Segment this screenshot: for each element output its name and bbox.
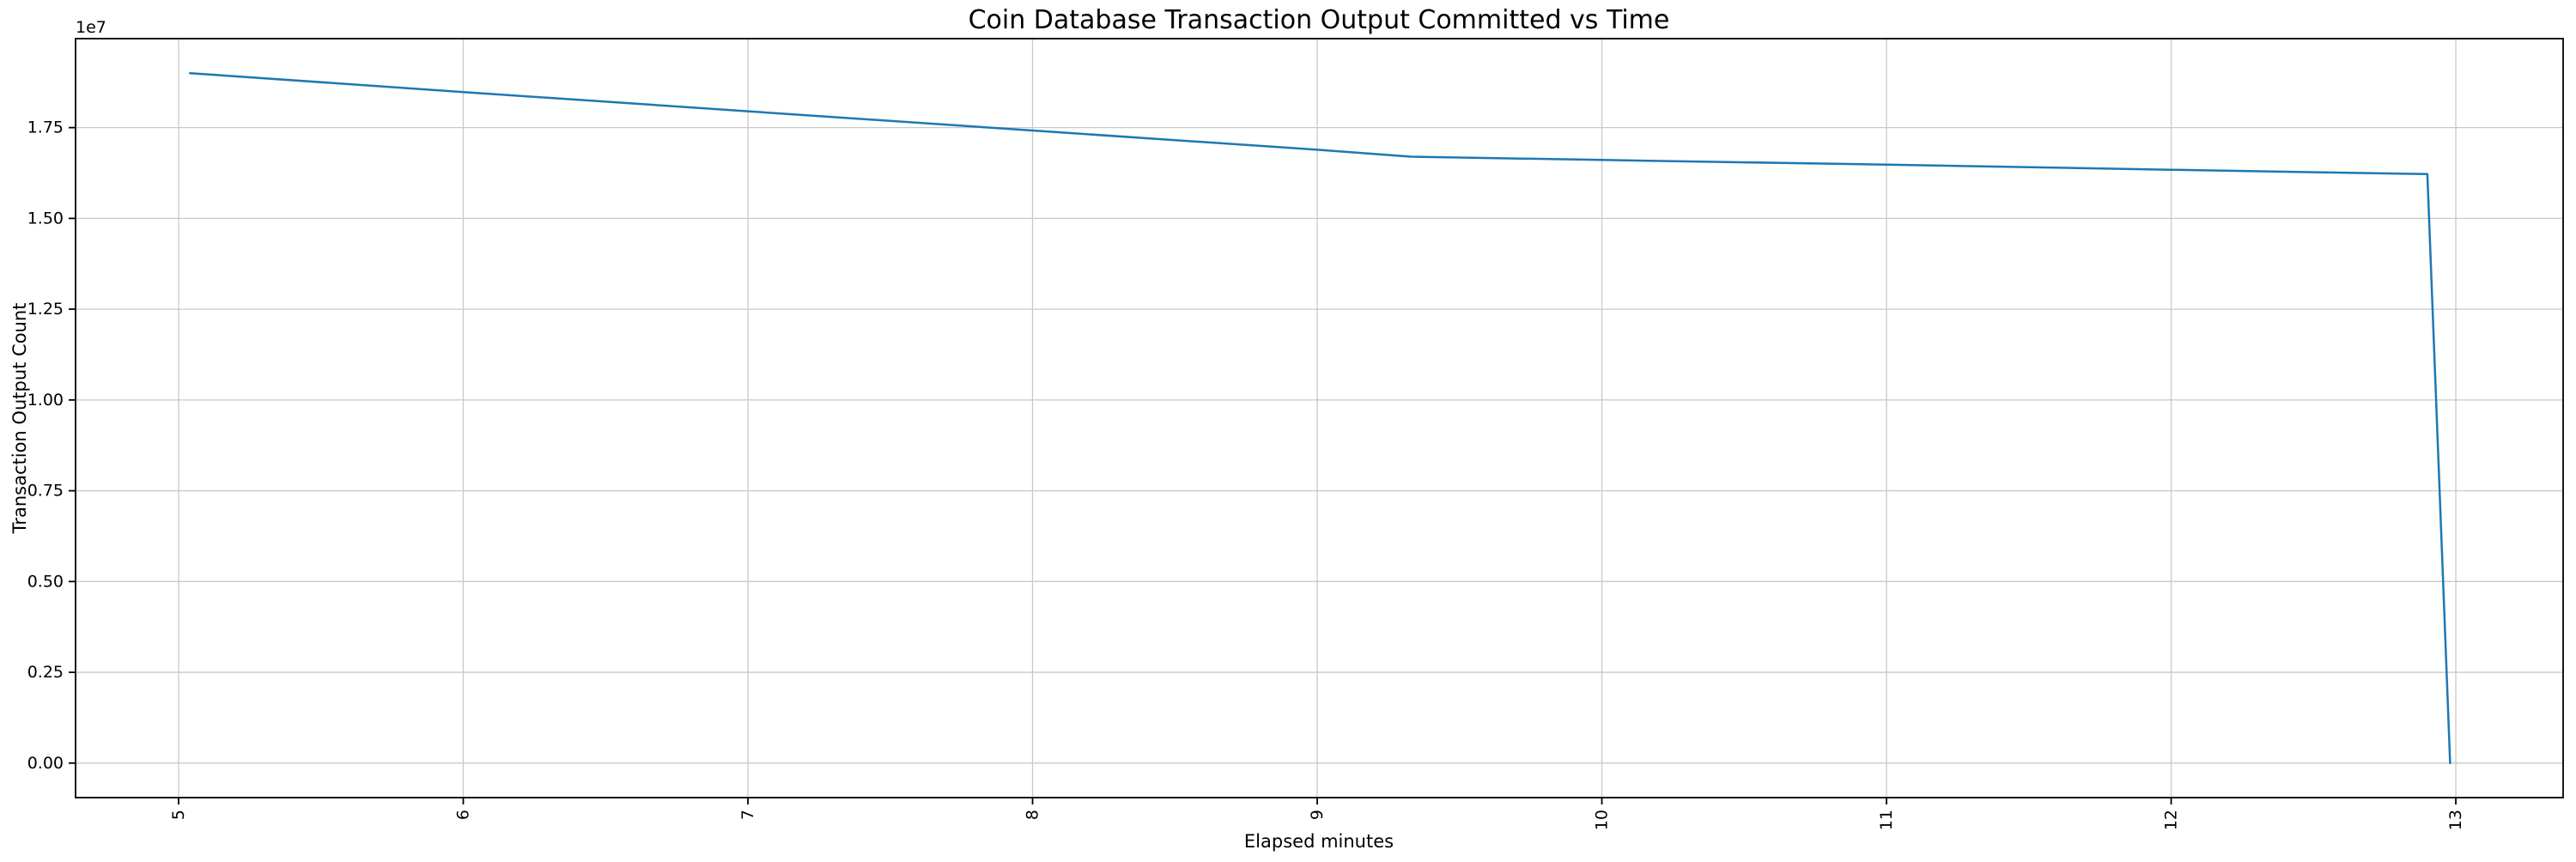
tick-marks — [69, 126, 2457, 804]
y-tick-label: 1.75 — [27, 118, 64, 137]
x-tick-label: 7 — [738, 810, 757, 820]
y-tick-label: 1.25 — [27, 300, 64, 319]
x-tick-label: 9 — [1308, 810, 1327, 820]
x-tick-label: 11 — [1877, 810, 1896, 830]
series-line-transaction-output-count — [189, 71, 2451, 765]
y-tick-label: 0.75 — [27, 482, 64, 501]
chart-title: Coin Database Transaction Output Committ… — [969, 5, 1670, 35]
y-tick-label: 0.25 — [27, 663, 64, 682]
x-tick-label: 12 — [2162, 810, 2181, 830]
y-tick-label: 1.50 — [27, 209, 64, 228]
gridlines — [76, 39, 2563, 798]
x-tick-label: 8 — [1024, 810, 1042, 820]
y-axis-offset-label: 1e7 — [76, 18, 106, 37]
y-axis-label: Transaction Output Count — [9, 303, 30, 535]
x-axis-label: Elapsed minutes — [1244, 831, 1394, 852]
x-tick-label: 13 — [2446, 810, 2465, 830]
x-tick-label: 10 — [1593, 810, 1612, 830]
tick-labels: 5 6 7 8 9 10 11 12 13 0.00 0.25 0.50 0.75 1.00 1.25 1.5… — [27, 118, 2465, 831]
y-tick-label: 0.50 — [27, 572, 64, 591]
y-tick-label: 0.00 — [27, 754, 64, 773]
plot-area-border — [75, 38, 2564, 798]
x-tick-label: 6 — [454, 810, 473, 820]
y-tick-label: 1.00 — [27, 391, 64, 410]
data-series — [189, 71, 2451, 765]
x-tick-label: 5 — [169, 810, 188, 820]
